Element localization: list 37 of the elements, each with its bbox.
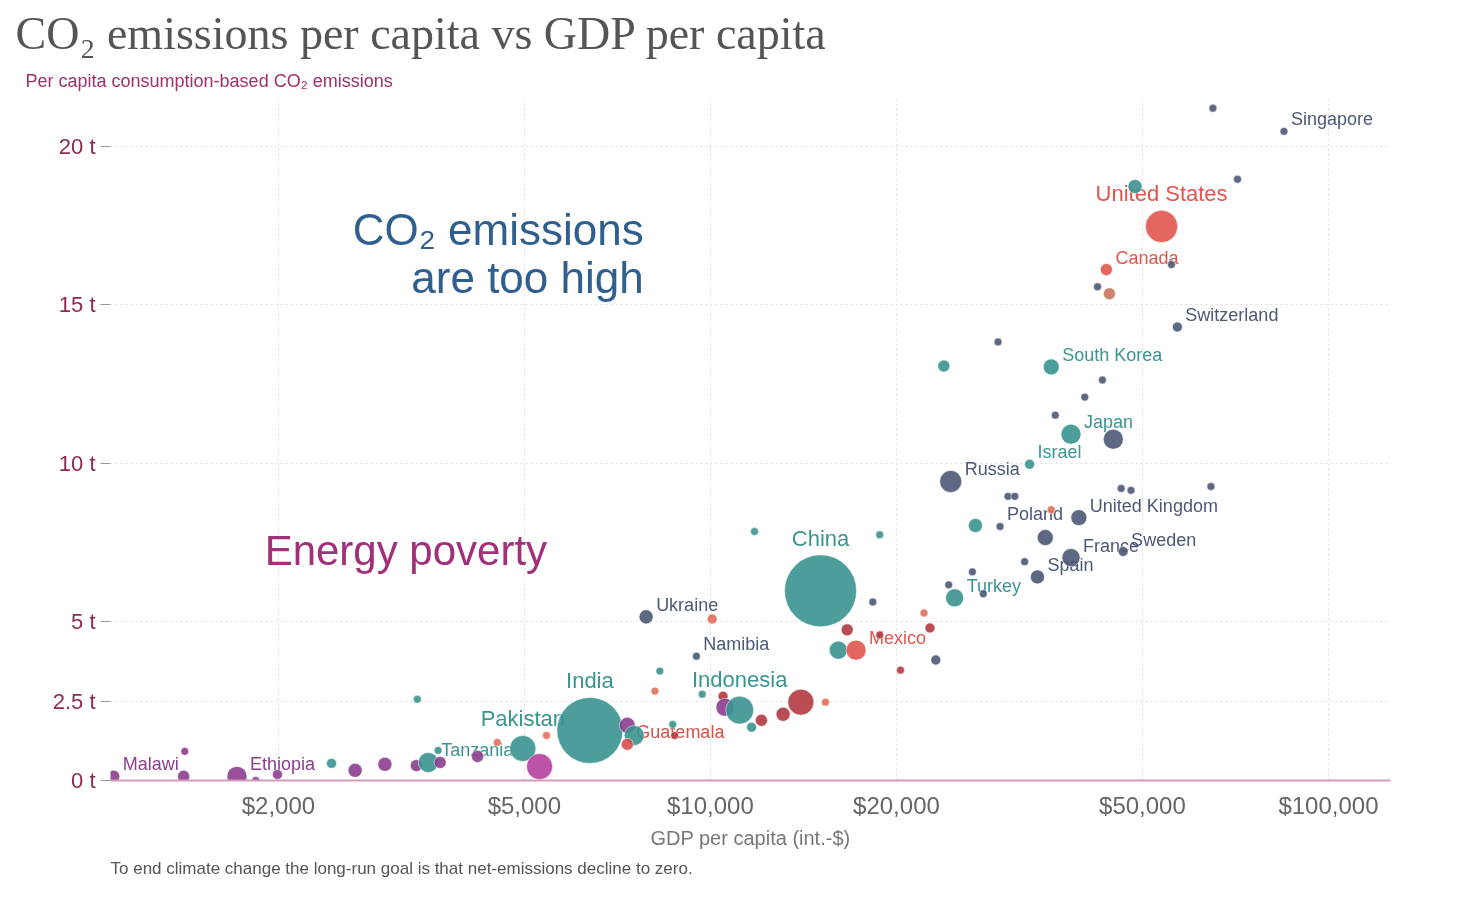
annotation: CO₂ emissions are too high	[352, 205, 644, 303]
annotation: Malawi	[122, 754, 179, 775]
y-axis-title: Per capita consumption-based CO₂ emissions	[25, 70, 393, 91]
text: To end climate change the long-run goal is that net-emissions decline to zero.	[110, 858, 693, 878]
annotation: Switzerland	[1185, 305, 1279, 325]
annotation: Russia	[964, 459, 1021, 480]
chart-title: CO₂ emissions per capita vs GDP per capita	[15, 7, 826, 59]
annotation: China	[791, 525, 851, 551]
annotation: Israel	[1037, 442, 1082, 463]
x-axis-title: GDP per capita (int.-$)	[650, 826, 851, 849]
annotation: South Korea	[1062, 344, 1164, 365]
annotation: Energy poverty	[264, 527, 548, 575]
y-tick-label: 5 t	[71, 609, 96, 635]
annotation: Ethiopia	[249, 754, 316, 775]
y-tick-label: 0 t	[71, 768, 96, 793]
x-tick-label: $5,000	[487, 791, 562, 819]
annotation: United Kingdom	[1089, 495, 1218, 516]
annotation: Turkey	[966, 575, 1022, 596]
y-tick-label: 10 t	[58, 450, 96, 476]
annotation: Singapore	[1290, 109, 1373, 130]
x-tick-label: $100,000	[1278, 791, 1379, 819]
annotation: United States	[1095, 181, 1228, 207]
annotation: Mexico	[869, 628, 927, 649]
x-tick-label: $10,000	[667, 791, 754, 819]
y-tick-label: 20 t	[58, 133, 96, 159]
annotation: Canada	[1115, 247, 1180, 268]
x-tick-label: $2,000	[241, 791, 316, 819]
annotation: Japan	[1083, 412, 1134, 433]
annotation: Indonesia	[692, 667, 789, 693]
annotation: Ukraine	[656, 594, 719, 615]
annotation: Namibia	[703, 634, 771, 655]
x-tick-label: $20,000	[853, 791, 940, 819]
x-tick-label: $50,000	[1099, 791, 1186, 819]
annotation: Poland	[1007, 504, 1064, 525]
y-tick-label: 15 t	[58, 292, 96, 318]
annotation: India	[566, 668, 615, 694]
y-tick-label: 2.5 t	[52, 688, 96, 714]
